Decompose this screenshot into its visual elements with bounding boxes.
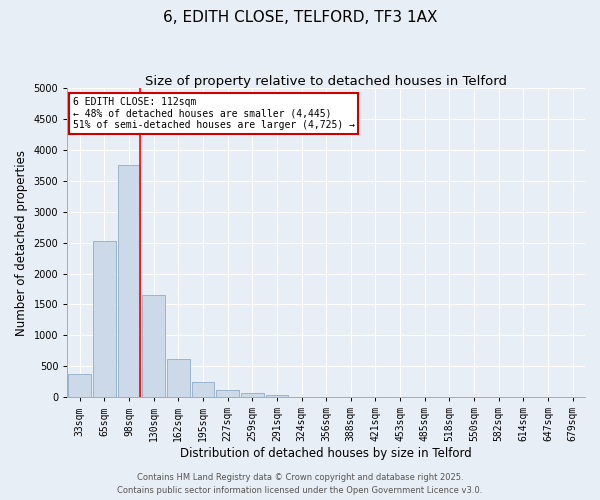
- Title: Size of property relative to detached houses in Telford: Size of property relative to detached ho…: [145, 75, 507, 88]
- Bar: [266, 394, 288, 397]
- Bar: [241, 394, 263, 397]
- Bar: [216, 390, 239, 397]
- Bar: [167, 360, 190, 397]
- Y-axis label: Number of detached properties: Number of detached properties: [15, 150, 28, 336]
- Bar: [93, 240, 116, 397]
- X-axis label: Distribution of detached houses by size in Telford: Distribution of detached houses by size …: [180, 447, 472, 460]
- Text: 6, EDITH CLOSE, TELFORD, TF3 1AX: 6, EDITH CLOSE, TELFORD, TF3 1AX: [163, 10, 437, 25]
- Bar: [68, 374, 91, 397]
- Text: 6 EDITH CLOSE: 112sqm
← 48% of detached houses are smaller (4,445)
51% of semi-d: 6 EDITH CLOSE: 112sqm ← 48% of detached …: [73, 98, 355, 130]
- Bar: [118, 166, 140, 397]
- Bar: [142, 295, 165, 397]
- Text: Contains HM Land Registry data © Crown copyright and database right 2025.
Contai: Contains HM Land Registry data © Crown c…: [118, 474, 482, 495]
- Bar: [191, 382, 214, 397]
